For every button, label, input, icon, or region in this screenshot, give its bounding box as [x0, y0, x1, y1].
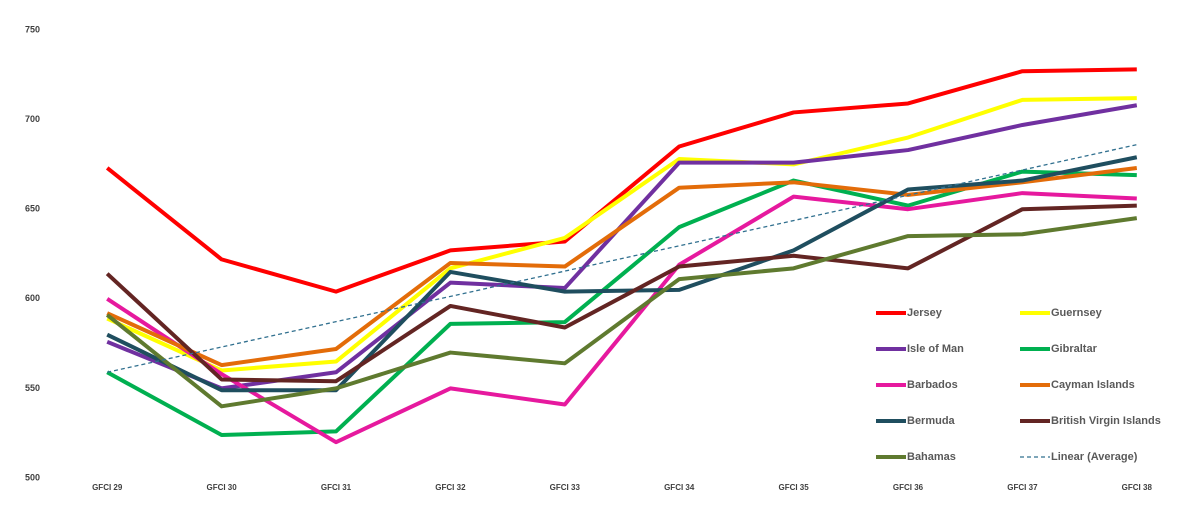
legend-label: British Virgin Islands	[1051, 415, 1161, 427]
series-line	[106, 96, 1137, 373]
legend-label: Bahamas	[907, 451, 956, 463]
series-line	[106, 103, 1138, 391]
legend-label: Bermuda	[907, 415, 956, 427]
x-tick-label: GFCI 35	[778, 483, 809, 492]
x-tick-label: GFCI 37	[1007, 483, 1038, 492]
x-tick-label: GFCI 31	[321, 483, 352, 492]
series-line	[105, 67, 1137, 294]
y-tick-label: 600	[25, 293, 40, 303]
legend-label: Linear (Average)	[1051, 451, 1138, 463]
x-tick-label: GFCI 32	[435, 483, 466, 492]
series-line	[106, 191, 1137, 445]
series-line	[105, 203, 1137, 384]
legend-label: Isle of Man	[907, 343, 964, 355]
series-line	[106, 155, 1138, 393]
y-tick-label: 550	[25, 383, 40, 393]
y-tick-label: 700	[25, 114, 40, 124]
legend-label: Jersey	[907, 307, 943, 319]
series-line	[105, 216, 1138, 409]
y-tick-label: 500	[25, 472, 40, 482]
x-tick-label: GFCI 36	[893, 483, 924, 492]
trendline	[107, 144, 1137, 373]
series-line	[106, 169, 1137, 437]
y-tick-label: 650	[25, 204, 40, 214]
x-tick-label: GFCI 34	[664, 483, 695, 492]
legend-label: Barbados	[907, 379, 958, 391]
legend-label: Cayman Islands	[1051, 379, 1135, 391]
y-tick-label: 750	[25, 24, 40, 34]
legend-label: Gibraltar	[1051, 343, 1098, 355]
x-tick-label: GFCI 30	[206, 483, 237, 492]
legend-label: Guernsey	[1051, 307, 1103, 319]
x-tick-label: GFCI 33	[550, 483, 581, 492]
series-line	[106, 165, 1138, 368]
x-tick-label: GFCI 29	[92, 483, 123, 492]
x-tick-label: GFCI 38	[1122, 483, 1153, 492]
